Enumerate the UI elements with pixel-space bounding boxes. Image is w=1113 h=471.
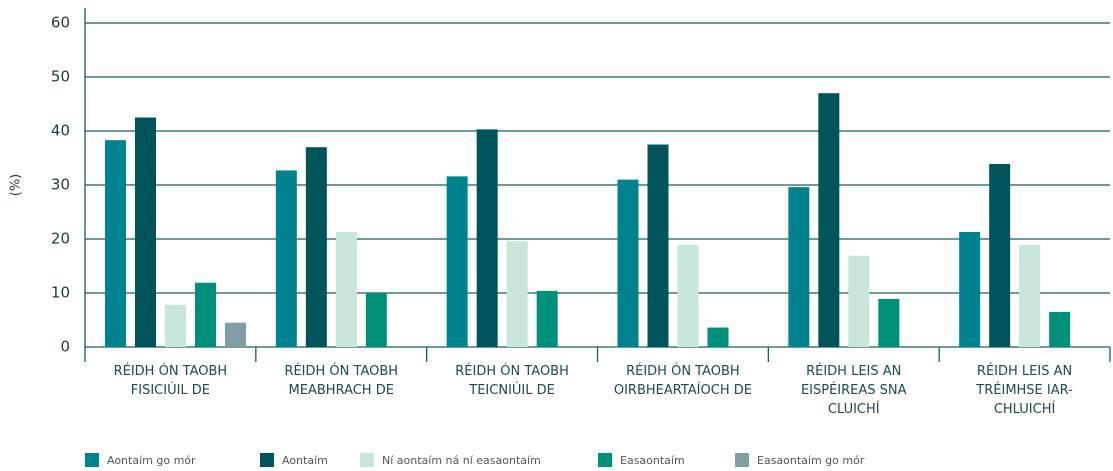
bar <box>989 163 1011 347</box>
legend-label: Easaontaím <box>620 453 685 467</box>
y-tick-label: 10 <box>51 284 70 302</box>
y-tick-label: 60 <box>51 14 70 32</box>
x-tick-label: RÉIDH ÓN TAOBH TEICNIÚIL DE <box>455 364 569 398</box>
legend-swatch <box>735 453 749 467</box>
legend-swatch <box>260 453 274 467</box>
x-tick-label: RÉIDH ÓN TAOBH OIRBHEARTAÍOCH DE <box>613 364 752 398</box>
bar <box>959 231 981 347</box>
bar <box>365 293 387 347</box>
legend-swatch <box>598 453 612 467</box>
legend-swatch <box>85 453 99 467</box>
bar <box>848 255 870 347</box>
bar <box>506 241 528 347</box>
bar <box>818 93 840 347</box>
legend-item: Easaontaím go mór <box>735 453 864 467</box>
legend-item: Ní aontaím ná ní easaontaím <box>360 453 541 467</box>
legend-swatch <box>360 453 374 467</box>
legend-label: Easaontaím go mór <box>757 453 865 467</box>
legend-item: Aontaím go mór <box>85 453 196 467</box>
bar <box>677 244 699 347</box>
bar <box>878 298 900 347</box>
bar <box>105 140 126 347</box>
y-tick-label: 30 <box>51 176 70 194</box>
bar <box>647 144 669 347</box>
y-tick-label: 40 <box>51 122 70 140</box>
bar <box>476 129 498 347</box>
bar <box>275 170 297 347</box>
bar <box>305 147 327 347</box>
bar <box>1049 311 1071 347</box>
bar <box>135 117 156 347</box>
x-tick-label: RÉIDH ÓN TAOBH FISICIÚIL DE <box>113 364 228 398</box>
y-axis-label: (%) <box>9 174 24 197</box>
y-tick-label: 0 <box>60 338 70 356</box>
bar <box>335 231 357 347</box>
legend-label: Ní aontaím ná ní easaontaím <box>382 453 541 467</box>
legend-item: Easaontaím <box>598 453 685 467</box>
y-tick-label: 50 <box>51 68 70 86</box>
legend-item: Aontaím <box>260 453 328 467</box>
bar <box>165 304 186 347</box>
bar <box>225 322 246 347</box>
bar <box>446 176 468 347</box>
bar <box>707 327 729 347</box>
legend-label: Aontaím go mór <box>107 453 196 467</box>
legend-label: Aontaím <box>282 453 328 467</box>
bar <box>788 187 810 347</box>
bar <box>617 179 639 347</box>
x-tick-label: RÉIDH LEIS AN TRÉIMHSE IAR-CHLUICHÍ <box>976 364 1073 417</box>
bar <box>195 282 216 347</box>
x-tick-label: RÉIDH LEIS AN EISPÉIREAS SNA CLUICHÍ <box>800 364 907 417</box>
bar <box>1019 244 1041 347</box>
bar <box>536 290 558 347</box>
y-tick-label: 20 <box>51 230 70 248</box>
x-tick-label: RÉIDH ÓN TAOBH MEABHRACH DE <box>284 364 399 398</box>
